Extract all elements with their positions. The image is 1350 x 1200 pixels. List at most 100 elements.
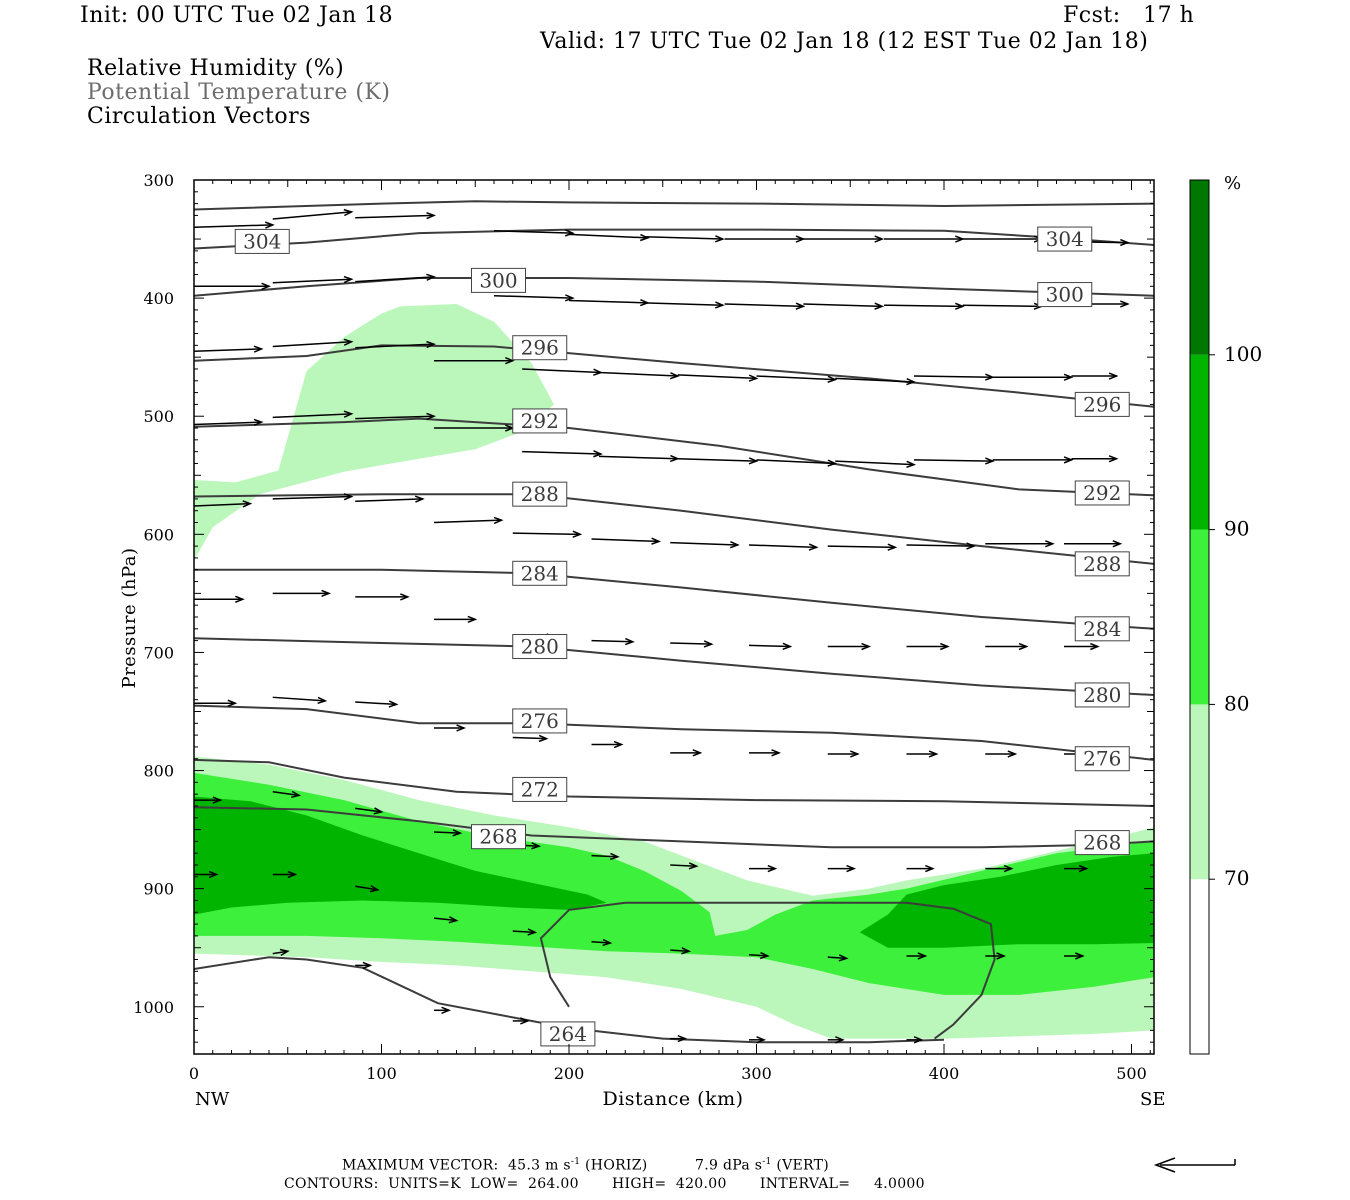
circulation-vectors [194, 208, 1130, 1044]
contour-label: 280 [512, 634, 568, 660]
vector-head [1018, 642, 1029, 651]
vector-shaft [591, 639, 633, 643]
vector-arrow [433, 916, 459, 924]
contour-label-box [512, 634, 568, 660]
contour-label-text: 268 [479, 825, 517, 849]
vector-arrow [591, 938, 613, 947]
colorbar-frame [1189, 179, 1210, 1055]
vector-head [906, 460, 917, 468]
vector-shaft [355, 885, 378, 891]
vector-head [505, 357, 515, 365]
colorbar-swatch [1190, 354, 1209, 530]
vector-head [677, 1034, 688, 1043]
vector-head [564, 229, 575, 237]
vector-arrow [748, 642, 793, 650]
vector-arrow [962, 302, 1044, 310]
vector-shaft [272, 413, 352, 419]
vector-arrow [598, 454, 680, 463]
vector-arrow [985, 642, 1029, 651]
vector-shaft [512, 532, 581, 536]
vector-head [681, 947, 692, 955]
vector-arrow [434, 357, 515, 365]
contour-label-box [1037, 282, 1093, 308]
vector-head [985, 457, 995, 465]
contour-label-box [540, 1021, 596, 1047]
contour-label-box [1074, 480, 1130, 506]
theta-contour-296 [194, 344, 1154, 408]
contour-label-box [1074, 682, 1130, 708]
contour-label-box [1074, 830, 1130, 856]
vector-arrow [493, 294, 575, 302]
vector-shaft [643, 235, 723, 240]
vector-arrow [194, 870, 219, 879]
vector-shaft [591, 941, 611, 944]
vector-head [369, 885, 380, 893]
vector-arrow [272, 948, 290, 956]
vector-arrow [355, 412, 437, 421]
vector-arrow [568, 298, 650, 307]
colorbar-unit: % [1224, 173, 1241, 194]
colorbar-swatch [1190, 704, 1209, 880]
vector-head [767, 864, 778, 873]
vector-arrow [194, 595, 245, 603]
vector-arrow [985, 864, 1014, 873]
theta-contour-300 [194, 277, 1154, 297]
vector-head [531, 842, 542, 850]
vector-head [452, 829, 463, 837]
theta-contour-292 [194, 417, 1154, 497]
contour-label-box [512, 335, 568, 361]
vector-head [467, 615, 478, 624]
vector-shaft [355, 276, 435, 283]
vector-head [846, 864, 857, 873]
vector-head [343, 410, 354, 418]
vector-shaft [194, 348, 262, 353]
vector-arrow [591, 740, 624, 749]
vector-arrow [355, 807, 384, 815]
vector-shaft [194, 224, 273, 228]
max-vector-prefix: MAXIMUM VECTOR: 45.3 m s [342, 1157, 571, 1174]
contour-label: 276 [1074, 746, 1130, 772]
contour-label: 284 [512, 560, 568, 586]
legend-line-rh: Relative Humidity (%) [87, 56, 345, 81]
vector-head [748, 374, 759, 382]
vector-arrow [992, 373, 1074, 381]
vector-head [1108, 372, 1119, 380]
contour-label: 268 [471, 824, 526, 850]
vector-head [388, 700, 399, 708]
vector-head [1075, 952, 1085, 960]
vector-head [1063, 456, 1074, 464]
contour-label-text: 276 [1083, 747, 1121, 771]
vector-arrow [913, 373, 995, 381]
contour-label-box [512, 560, 568, 586]
contour-label-box [471, 267, 526, 293]
vector-shaft [591, 854, 618, 858]
contour-label-box [1037, 226, 1093, 252]
vector-shaft [355, 498, 423, 503]
theta-contour-264 [539, 901, 996, 1040]
colorbar-swatch [1190, 180, 1209, 355]
vector-arrow [272, 338, 354, 348]
vector-arrow [913, 457, 995, 465]
contour-label-text: 276 [521, 709, 559, 733]
vector-arrow [827, 750, 860, 758]
vector-arrow [670, 640, 714, 648]
theta-contour-268 [194, 806, 1154, 849]
vector-head [602, 938, 613, 947]
vector-head [426, 412, 437, 421]
vector-head [593, 450, 603, 458]
vector-shaft [748, 644, 791, 648]
vector-head [572, 530, 583, 538]
vector-arrow [1064, 952, 1085, 960]
legend-line-vectors: Circulation Vectors [87, 104, 311, 129]
vector-head [448, 916, 459, 924]
vector-shaft [272, 495, 352, 500]
colorbar-tick-label: 70 [1224, 866, 1249, 890]
vector-head [756, 1036, 767, 1044]
vector-arrow [194, 282, 272, 290]
vector-head [714, 301, 725, 309]
x-tick-label: 500 [1116, 1064, 1147, 1083]
vector-arrow [272, 870, 298, 879]
vector-arrow [272, 208, 354, 220]
vector-head [1090, 642, 1100, 651]
